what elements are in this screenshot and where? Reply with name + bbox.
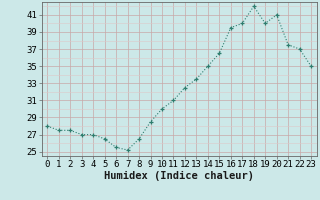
X-axis label: Humidex (Indice chaleur): Humidex (Indice chaleur) xyxy=(104,171,254,181)
